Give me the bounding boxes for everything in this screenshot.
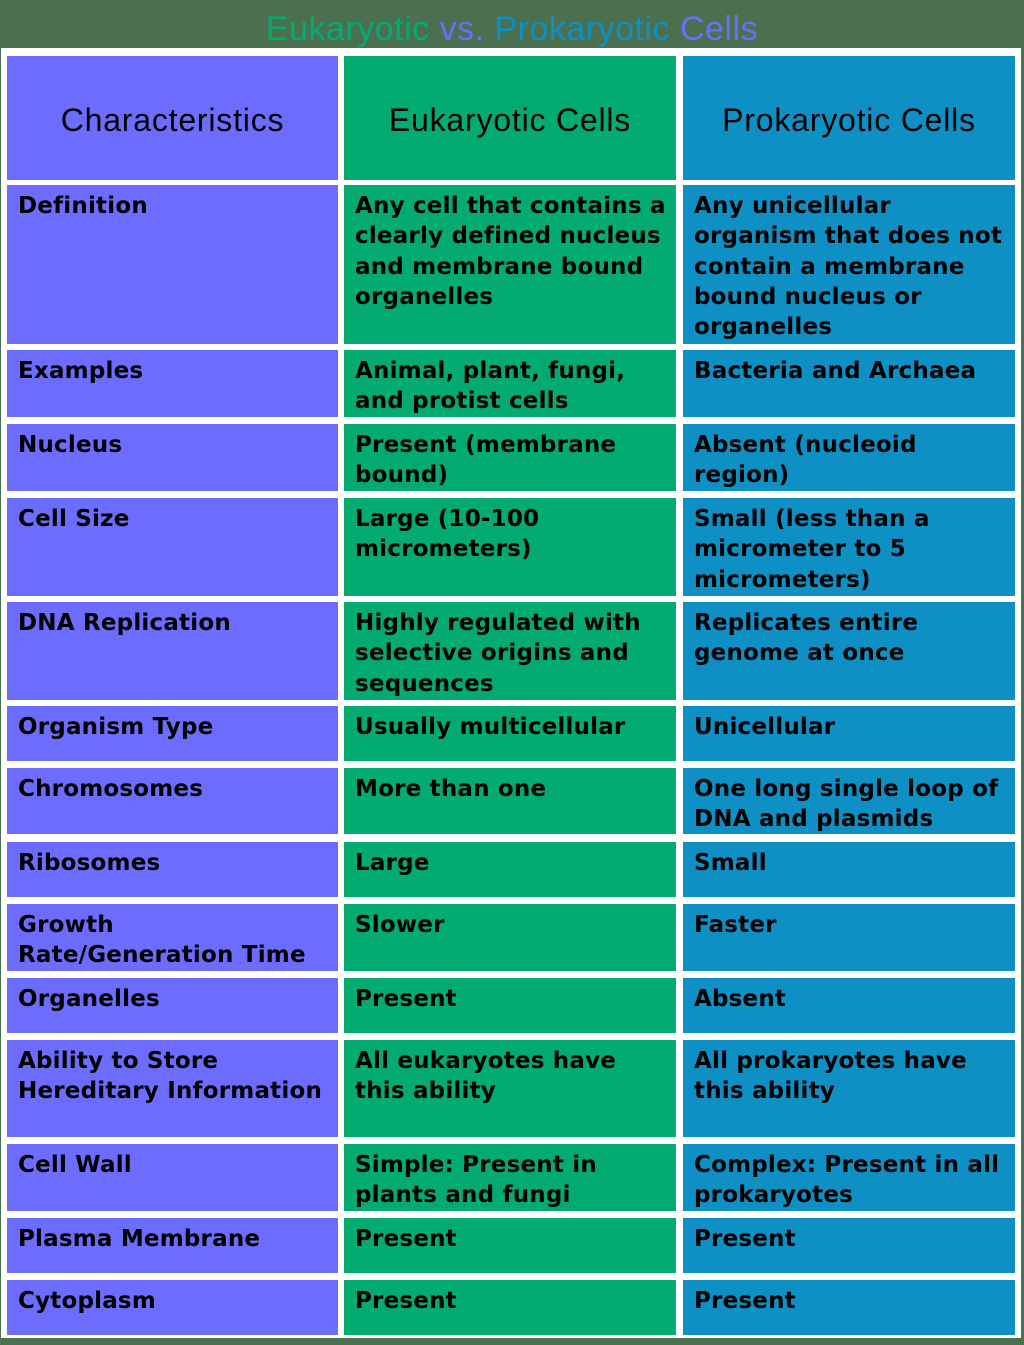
row-characteristic-cell: Ability to Store Hereditary Information	[7, 1040, 338, 1137]
row-prokaryotic-cell: All prokaryotes have this ability	[683, 1040, 1015, 1137]
row-prokaryotic-cell: Any unicellular organism that does not c…	[683, 185, 1015, 344]
row-characteristic-cell: Growth Rate/Generation Time	[7, 904, 338, 971]
row-eukaryotic-cell: Highly regulated with selective origins …	[344, 602, 676, 700]
row-prokaryotic-cell: Absent (nucleoid region)	[683, 424, 1015, 491]
row-prokaryotic-cell: Unicellular	[683, 706, 1015, 761]
row-eukaryotic-cell: Present	[344, 1280, 676, 1335]
row-prokaryotic-cell: Present	[683, 1280, 1015, 1335]
row-prokaryotic-cell: Replicates entire genome at once	[683, 602, 1015, 700]
row-eukaryotic-cell: Present (membrane bound)	[344, 424, 676, 491]
title-part-eukaryotic: Eukaryotic	[265, 10, 430, 48]
row-prokaryotic-cell: Faster	[683, 904, 1015, 971]
row-characteristic-cell: Cell Size	[7, 498, 338, 596]
header-characteristics: Characteristics	[7, 56, 338, 180]
row-prokaryotic-cell: One long single loop of DNA and plasmids	[683, 768, 1015, 834]
row-characteristic-cell: Nucleus	[7, 424, 338, 491]
row-eukaryotic-cell: Large	[344, 842, 676, 897]
row-prokaryotic-cell: Small	[683, 842, 1015, 897]
row-eukaryotic-cell: Simple: Present in plants and fungi	[344, 1144, 676, 1211]
row-prokaryotic-cell: Bacteria and Archaea	[683, 350, 1015, 417]
row-characteristic-cell: Ribosomes	[7, 842, 338, 897]
row-characteristic-cell: Chromosomes	[7, 768, 338, 834]
row-characteristic-cell: Cell Wall	[7, 1144, 338, 1211]
header-prokaryotic-cells: Prokaryotic Cells	[683, 56, 1015, 180]
row-eukaryotic-cell: Slower	[344, 904, 676, 971]
row-characteristic-cell: Plasma Membrane	[7, 1218, 338, 1273]
row-eukaryotic-cell: More than one	[344, 768, 676, 834]
row-prokaryotic-cell: Present	[683, 1218, 1015, 1273]
row-eukaryotic-cell: Present	[344, 1218, 676, 1273]
row-prokaryotic-cell: Small (less than a micrometer to 5 micro…	[683, 498, 1015, 596]
row-characteristic-cell: Examples	[7, 350, 338, 417]
row-eukaryotic-cell: Present	[344, 978, 676, 1033]
row-eukaryotic-cell: Animal, plant, fungi, and protist cells	[344, 350, 676, 417]
row-prokaryotic-cell: Absent	[683, 978, 1015, 1033]
row-eukaryotic-cell: All eukaryotes have this ability	[344, 1040, 676, 1137]
row-characteristic-cell: DNA Replication	[7, 602, 338, 700]
row-eukaryotic-cell: Usually multicellular	[344, 706, 676, 761]
row-prokaryotic-cell: Complex: Present in all prokaryotes	[683, 1144, 1015, 1211]
title-part-cells: Cells	[670, 10, 759, 48]
row-characteristic-cell: Definition	[7, 185, 338, 344]
row-characteristic-cell: Organism Type	[7, 706, 338, 761]
row-characteristic-cell: Organelles	[7, 978, 338, 1033]
title-part-prokaryotic: Prokaryotic	[494, 10, 671, 48]
header-eukaryotic-cells: Eukaryotic Cells	[344, 56, 676, 180]
row-eukaryotic-cell: Large (10-100 micrometers)	[344, 498, 676, 596]
page-title: Eukaryotic vs. Prokaryotic Cells	[0, 0, 1024, 48]
row-characteristic-cell: Cytoplasm	[7, 1280, 338, 1335]
row-eukaryotic-cell: Any cell that contains a clearly defined…	[344, 185, 676, 344]
title-part-vs: vs.	[429, 10, 495, 48]
